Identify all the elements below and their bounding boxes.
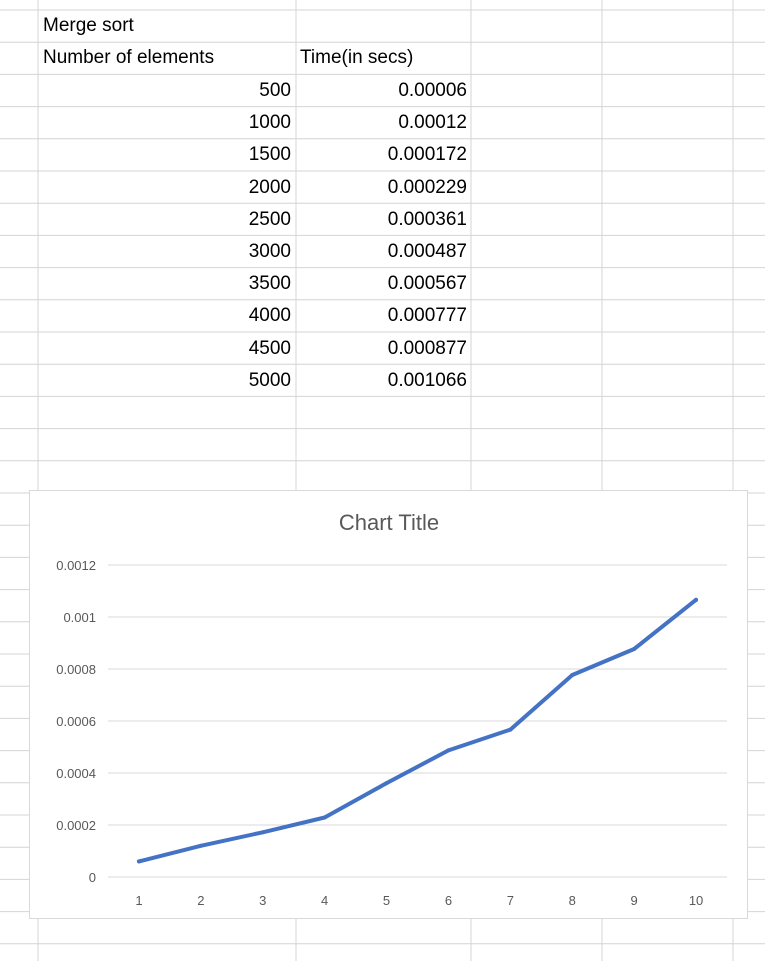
- cell-time[interactable]: 0.000229: [387, 176, 467, 198]
- cell-number-of-elements[interactable]: 1500: [248, 144, 291, 166]
- x-tick-label: 5: [383, 893, 390, 908]
- cell-time[interactable]: 0.00012: [398, 112, 467, 134]
- cell-number-of-elements[interactable]: 1000: [248, 112, 291, 134]
- x-tick-label: 3: [259, 893, 266, 908]
- cell-number-of-elements[interactable]: 4500: [248, 337, 291, 359]
- cell-time[interactable]: 0.000567: [387, 273, 467, 295]
- cell-title[interactable]: Merge sort: [43, 15, 134, 36]
- data-point[interactable]: [322, 815, 327, 820]
- cell-number-of-elements[interactable]: 2500: [248, 208, 291, 230]
- data-point[interactable]: [570, 672, 575, 677]
- y-tick-label: 0.0004: [56, 766, 96, 781]
- data-point[interactable]: [446, 748, 451, 753]
- data-point[interactable]: [198, 843, 203, 848]
- cell-number-of-elements[interactable]: 500: [259, 80, 291, 101]
- cell-time[interactable]: 0.00006: [398, 80, 467, 101]
- data-point[interactable]: [136, 859, 141, 864]
- x-tick-label: 8: [569, 893, 576, 908]
- series-line[interactable]: [137, 597, 698, 864]
- y-tick-label: 0.0008: [56, 662, 96, 677]
- y-tick-label: 0: [89, 870, 96, 885]
- data-point[interactable]: [632, 646, 637, 651]
- x-tick-label: 9: [631, 893, 638, 908]
- data-point[interactable]: [694, 597, 699, 602]
- data-point[interactable]: [260, 830, 265, 835]
- header-time[interactable]: Time(in secs): [300, 47, 414, 68]
- x-tick-label: 10: [689, 893, 703, 908]
- y-tick-label: 0.0006: [56, 714, 96, 729]
- line-chart[interactable]: Chart Title 0 0.0002 0.0004 0.0006 0.0008 0.00…: [29, 490, 748, 919]
- y-tick-label: 0.0012: [56, 558, 96, 573]
- y-tick-label: 0.0002: [56, 818, 96, 833]
- cell-number-of-elements[interactable]: 2000: [248, 176, 291, 198]
- x-tick-label: 4: [321, 893, 328, 908]
- cell-time[interactable]: 0.000487: [387, 241, 467, 262]
- x-tick-label: 2: [197, 893, 204, 908]
- x-tick-label: 1: [135, 893, 142, 908]
- cell-time[interactable]: 0.001066: [387, 369, 467, 391]
- cell-time[interactable]: 0.000777: [387, 305, 467, 327]
- cell-time[interactable]: 0.000361: [387, 208, 467, 230]
- cell-time[interactable]: 0.000172: [387, 144, 467, 166]
- cell-number-of-elements[interactable]: 5000: [248, 369, 291, 391]
- x-tick-label: 7: [507, 893, 514, 908]
- x-tick-label: 6: [445, 893, 452, 908]
- cell-number-of-elements[interactable]: 4000: [248, 305, 291, 327]
- cell-number-of-elements[interactable]: 3500: [248, 273, 291, 295]
- cell-time[interactable]: 0.000877: [387, 337, 467, 359]
- y-tick-label: 0.001: [63, 610, 96, 625]
- data-point[interactable]: [508, 727, 513, 732]
- chart-svg: Chart Title 0 0.0002 0.0004 0.0006 0.0008 0.00…: [56, 510, 727, 908]
- cell-number-of-elements[interactable]: 3000: [248, 241, 291, 262]
- header-number-of-elements[interactable]: Number of elements: [43, 47, 215, 68]
- chart-title: Chart Title: [339, 510, 439, 535]
- data-point[interactable]: [384, 781, 389, 786]
